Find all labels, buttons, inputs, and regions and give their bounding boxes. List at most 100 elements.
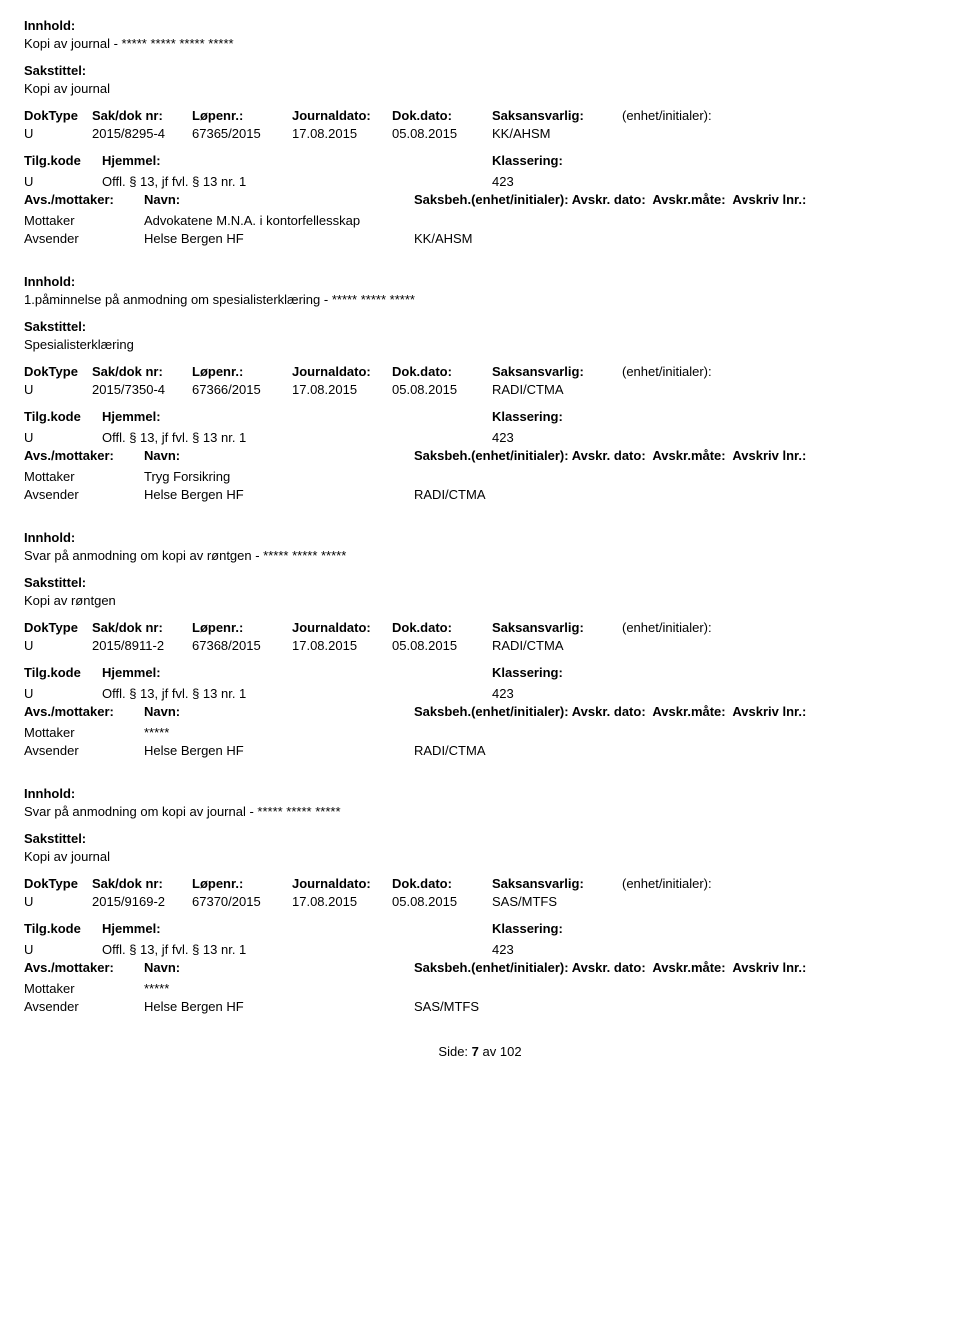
doktype-value: U [24,382,92,397]
avsmottaker-label: Avs./mottaker: [24,704,144,719]
saksansvarlig-label: Saksansvarlig: [492,620,622,635]
enhet-value [622,126,772,141]
tilgkode-value: U [24,942,102,957]
journaldato-label: Journaldato: [292,108,392,123]
mottaker-navn: ***** [144,981,414,996]
journal-record: Innhold: Kopi av journal - ***** ***** *… [24,18,936,246]
klassering-value: 423 [492,174,592,189]
dokdato-label: Dok.dato: [392,364,492,379]
mottaker-role: Mottaker [24,981,144,996]
sakdok-label: Sak/dok nr: [92,108,192,123]
hjemmel-values-row: U Offl. § 13, jf fvl. § 13 nr. 1 423 [24,430,936,445]
lopenr-value: 67365/2015 [192,126,292,141]
meta-values-row: U 2015/8911-2 67368/2015 17.08.2015 05.0… [24,638,936,653]
tilgkode-value: U [24,430,102,445]
hjemmel-value: Offl. § 13, jf fvl. § 13 nr. 1 [102,430,362,445]
doktype-label: DokType [24,620,92,635]
innhold-value: Kopi av journal - ***** ***** ***** ****… [24,36,936,51]
avsender-row: Avsender Helse Bergen HF RADI/CTMA [24,487,936,502]
avsender-navn: Helse Bergen HF [144,999,414,1014]
mottaker-row: Mottaker Tryg Forsikring [24,469,936,484]
sakstittel-value: Kopi av journal [24,849,936,864]
mottaker-row: Mottaker ***** [24,981,936,996]
sakdok-value: 2015/8911-2 [92,638,192,653]
saksbeh-header: Saksbeh.(enhet/initialer): Avskr. dato: … [414,448,936,463]
meta-header-row: DokType Sak/dok nr: Løpenr.: Journaldato… [24,876,936,894]
sakdok-value: 2015/9169-2 [92,894,192,909]
tilgkode-label: Tilg.kode [24,153,102,168]
avsender-role: Avsender [24,743,144,758]
avsender-navn: Helse Bergen HF [144,231,414,246]
sakstittel-label: Sakstittel: [24,575,936,590]
lopenr-value: 67368/2015 [192,638,292,653]
meta-values-row: U 2015/7350-4 67366/2015 17.08.2015 05.0… [24,382,936,397]
doktype-label: DokType [24,364,92,379]
hjemmel-header-row: Tilg.kode Hjemmel: Klassering: [24,409,936,427]
dokdato-value: 05.08.2015 [392,382,492,397]
enhet-label: (enhet/initialer): [622,108,772,126]
lopenr-label: Løpenr.: [192,876,292,891]
innhold-value: Svar på anmodning om kopi av røntgen - *… [24,548,936,563]
tilgkode-label: Tilg.kode [24,409,102,424]
saksbeh-header: Saksbeh.(enhet/initialer): Avskr. dato: … [414,704,936,719]
dokdato-value: 05.08.2015 [392,638,492,653]
avsmottaker-header-row: Avs./mottaker: Navn: Saksbeh.(enhet/init… [24,704,936,722]
sakstittel-value: Kopi av røntgen [24,593,936,608]
footer-total: 102 [500,1044,522,1059]
journaldato-value: 17.08.2015 [292,638,392,653]
sakdok-label: Sak/dok nr: [92,876,192,891]
saksansvarlig-value: RADI/CTMA [492,638,622,653]
hjemmel-values-row: U Offl. § 13, jf fvl. § 13 nr. 1 423 [24,174,936,189]
journal-record: Innhold: Svar på anmodning om kopi av rø… [24,530,936,758]
journaldato-label: Journaldato: [292,876,392,891]
hjemmel-values-row: U Offl. § 13, jf fvl. § 13 nr. 1 423 [24,942,936,957]
lopenr-value: 67370/2015 [192,894,292,909]
dokdato-value: 05.08.2015 [392,894,492,909]
enhet-label: (enhet/initialer): [622,876,772,894]
saksansvarlig-label: Saksansvarlig: [492,876,622,891]
records-container: Innhold: Kopi av journal - ***** ***** *… [24,18,936,1014]
sakdok-value: 2015/7350-4 [92,382,192,397]
sakdok-label: Sak/dok nr: [92,620,192,635]
journaldato-value: 17.08.2015 [292,894,392,909]
hjemmel-value: Offl. § 13, jf fvl. § 13 nr. 1 [102,942,362,957]
sakstittel-label: Sakstittel: [24,63,936,78]
hjemmel-header-row: Tilg.kode Hjemmel: Klassering: [24,665,936,683]
klassering-label: Klassering: [492,665,692,680]
hjemmel-label: Hjemmel: [102,409,362,424]
meta-header-row: DokType Sak/dok nr: Løpenr.: Journaldato… [24,364,936,382]
hjemmel-label: Hjemmel: [102,921,362,936]
journal-record: Innhold: Svar på anmodning om kopi av jo… [24,786,936,1014]
avsender-row: Avsender Helse Bergen HF SAS/MTFS [24,999,936,1014]
avsmottaker-header-row: Avs./mottaker: Navn: Saksbeh.(enhet/init… [24,960,936,978]
avsender-navn: Helse Bergen HF [144,743,414,758]
saksbeh-value: RADI/CTMA [414,487,564,502]
journal-record: Innhold: 1.påminnelse på anmodning om sp… [24,274,936,502]
meta-values-row: U 2015/8295-4 67365/2015 17.08.2015 05.0… [24,126,936,141]
avsmottaker-header-row: Avs./mottaker: Navn: Saksbeh.(enhet/init… [24,192,936,210]
sakstittel-value: Spesialisterklæring [24,337,936,352]
avsmottaker-label: Avs./mottaker: [24,448,144,463]
enhet-label: (enhet/initialer): [622,620,772,638]
saksansvarlig-label: Saksansvarlig: [492,364,622,379]
mottaker-role: Mottaker [24,725,144,740]
dokdato-label: Dok.dato: [392,620,492,635]
meta-values-row: U 2015/9169-2 67370/2015 17.08.2015 05.0… [24,894,936,909]
avsender-row: Avsender Helse Bergen HF KK/AHSM [24,231,936,246]
avsender-row: Avsender Helse Bergen HF RADI/CTMA [24,743,936,758]
innhold-value: 1.påminnelse på anmodning om spesialiste… [24,292,936,307]
hjemmel-value: Offl. § 13, jf fvl. § 13 nr. 1 [102,174,362,189]
meta-header-row: DokType Sak/dok nr: Løpenr.: Journaldato… [24,108,936,126]
saksansvarlig-value: KK/AHSM [492,126,622,141]
lopenr-label: Løpenr.: [192,364,292,379]
innhold-label: Innhold: [24,786,936,801]
innhold-label: Innhold: [24,274,936,289]
tilgkode-value: U [24,686,102,701]
klassering-label: Klassering: [492,921,692,936]
tilgkode-value: U [24,174,102,189]
mottaker-navn: Tryg Forsikring [144,469,414,484]
doktype-label: DokType [24,108,92,123]
sakdok-label: Sak/dok nr: [92,364,192,379]
saksbeh-header: Saksbeh.(enhet/initialer): Avskr. dato: … [414,192,936,207]
navn-label: Navn: [144,960,414,975]
